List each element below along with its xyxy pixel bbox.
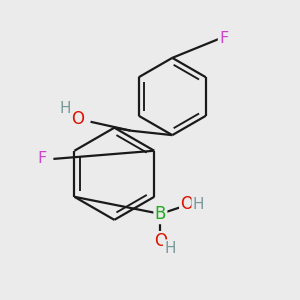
Text: O: O — [71, 110, 84, 128]
Text: B: B — [155, 205, 166, 223]
Text: H: H — [193, 196, 204, 211]
Text: F: F — [219, 31, 228, 46]
Text: H: H — [164, 241, 176, 256]
Text: O: O — [180, 195, 194, 213]
Text: O: O — [154, 232, 167, 250]
Text: H: H — [59, 101, 71, 116]
Text: F: F — [38, 152, 47, 166]
